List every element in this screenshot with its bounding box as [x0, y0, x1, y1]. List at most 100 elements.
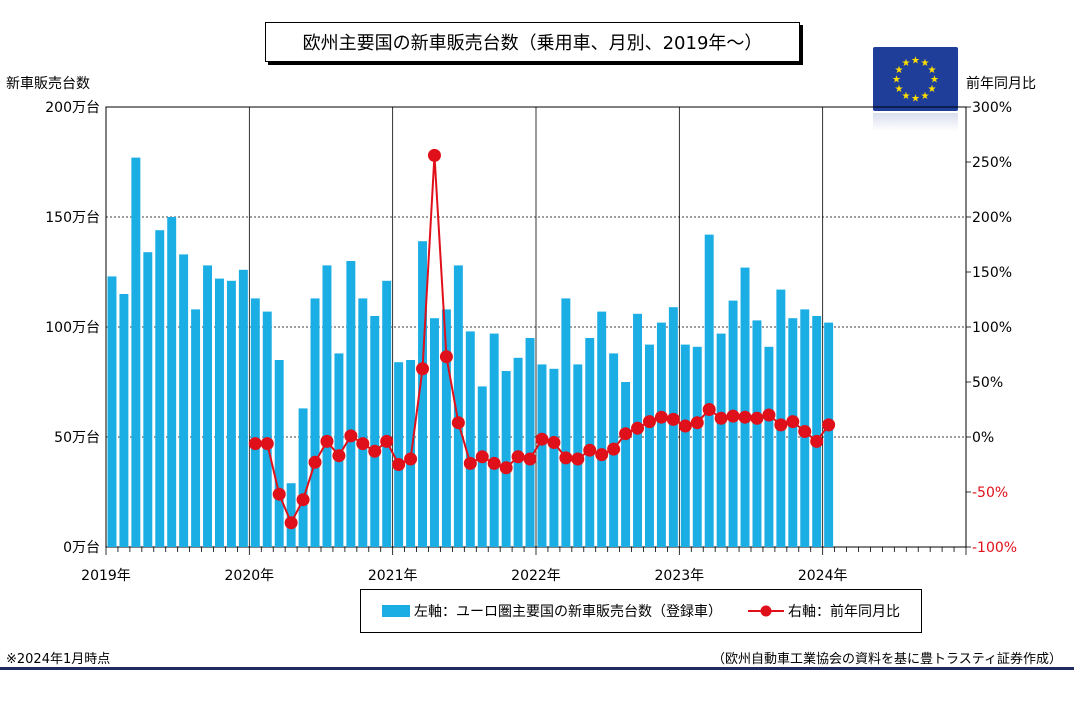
bar — [764, 346, 774, 547]
flag-reflection — [873, 113, 958, 131]
bar — [298, 408, 308, 547]
yoy-point — [499, 461, 513, 475]
bar — [561, 298, 571, 547]
right-axis-title: 前年同月比 — [966, 76, 1036, 92]
left-axis-title: 新車販売台数 — [6, 76, 90, 92]
yoy-point — [810, 434, 824, 448]
x-tick-label: 2022年 — [511, 568, 561, 584]
left-tick-label: 50万台 — [54, 430, 100, 446]
bar — [716, 333, 726, 547]
bar — [274, 360, 284, 547]
yoy-point — [559, 451, 573, 465]
star-icon: ★ — [911, 94, 920, 105]
yoy-point — [260, 437, 274, 451]
bar — [692, 346, 702, 547]
yoy-point — [392, 458, 406, 471]
legend-line-label: 右軸：前年同月比 — [788, 604, 900, 620]
star-icon: ★ — [892, 75, 901, 86]
bar — [776, 289, 786, 547]
yoy-point — [368, 444, 382, 458]
yoy-point — [595, 448, 609, 462]
bar — [489, 333, 499, 547]
right-tick-label: -100% — [972, 540, 1017, 556]
bar — [752, 320, 762, 547]
right-tick-label: -50% — [972, 485, 1008, 501]
legend-item-line: 右軸：前年同月比 — [748, 601, 900, 621]
legend-bar-label: 左軸：ユーロ圏主要国の新車販売台数（登録車） — [414, 604, 722, 620]
bar — [226, 280, 236, 547]
yoy-point — [678, 419, 692, 433]
yoy-point — [296, 493, 310, 507]
bar — [179, 254, 189, 547]
footnote-date: ※2024年1月時点 — [6, 652, 111, 667]
bar — [167, 217, 177, 547]
bar — [262, 311, 272, 547]
bar — [441, 309, 451, 547]
yoy-point — [619, 427, 633, 441]
yoy-point — [284, 516, 298, 530]
bar — [346, 261, 356, 547]
yoy-point — [571, 452, 585, 466]
star-icon: ★ — [927, 65, 936, 76]
yoy-point — [690, 416, 704, 430]
bar — [215, 278, 224, 547]
yoy-point — [547, 436, 561, 449]
star-icon: ★ — [895, 84, 904, 95]
yoy-point — [427, 148, 441, 162]
right-tick-label: 200% — [972, 210, 1012, 226]
bar — [286, 483, 296, 547]
x-tick-label: 2020年 — [225, 568, 275, 584]
bar — [394, 362, 404, 547]
yoy-point — [607, 442, 621, 456]
bar — [155, 230, 165, 547]
x-tick-label: 2019年 — [81, 568, 131, 584]
bar — [453, 265, 463, 547]
legend-item-bars: 左軸：ユーロ圏主要国の新車販売台数（登録車） — [382, 601, 722, 621]
left-tick-label: 150万台 — [45, 210, 100, 226]
bar — [728, 300, 738, 547]
bottom-divider — [0, 667, 1074, 670]
right-tick-label: 150% — [972, 265, 1012, 281]
bar — [107, 276, 117, 547]
bar — [788, 318, 798, 547]
yoy-point — [344, 429, 358, 443]
bar — [191, 309, 201, 547]
bar — [119, 294, 129, 547]
yoy-point — [487, 456, 501, 470]
yoy-point — [463, 456, 477, 470]
star-icon: ★ — [902, 58, 911, 69]
footnote-source: （欧州自動車工業協会の資料を基に豊トラスティ証券作成） — [712, 652, 1062, 667]
yoy-point — [439, 350, 453, 364]
bar-swatch-icon — [382, 605, 410, 617]
yoy-point — [774, 418, 788, 432]
yoy-point — [535, 432, 549, 446]
yoy-point — [404, 452, 418, 466]
yoy-point — [702, 403, 716, 416]
star-icon: ★ — [930, 75, 939, 86]
bar — [824, 322, 834, 547]
bar — [131, 157, 141, 547]
star-icon: ★ — [927, 84, 936, 95]
star-icon: ★ — [902, 91, 911, 102]
yoy-point — [332, 449, 346, 463]
bar — [203, 265, 212, 547]
star-icon: ★ — [895, 65, 904, 76]
yoy-point — [475, 450, 489, 464]
bar — [812, 316, 822, 547]
yoy-point — [356, 437, 370, 451]
right-tick-label: 0% — [972, 430, 994, 446]
line-swatch-icon — [748, 605, 784, 617]
bar — [645, 344, 654, 547]
bar — [549, 368, 559, 547]
bar — [465, 331, 475, 547]
bar — [418, 241, 427, 547]
left-tick-label: 200万台 — [45, 100, 100, 116]
eu-flag-icon: ★ ★ ★ ★ ★ ★ ★ ★ ★ ★ ★ ★ — [873, 47, 958, 111]
right-tick-label: 50% — [972, 375, 1003, 391]
bar — [525, 338, 535, 547]
legend: 左軸：ユーロ圏主要国の新車販売台数（登録車） 右軸：前年同月比 — [360, 589, 922, 633]
bar — [430, 318, 439, 547]
yoy-point — [320, 434, 334, 448]
yoy-point — [583, 443, 597, 457]
bar — [238, 269, 248, 547]
